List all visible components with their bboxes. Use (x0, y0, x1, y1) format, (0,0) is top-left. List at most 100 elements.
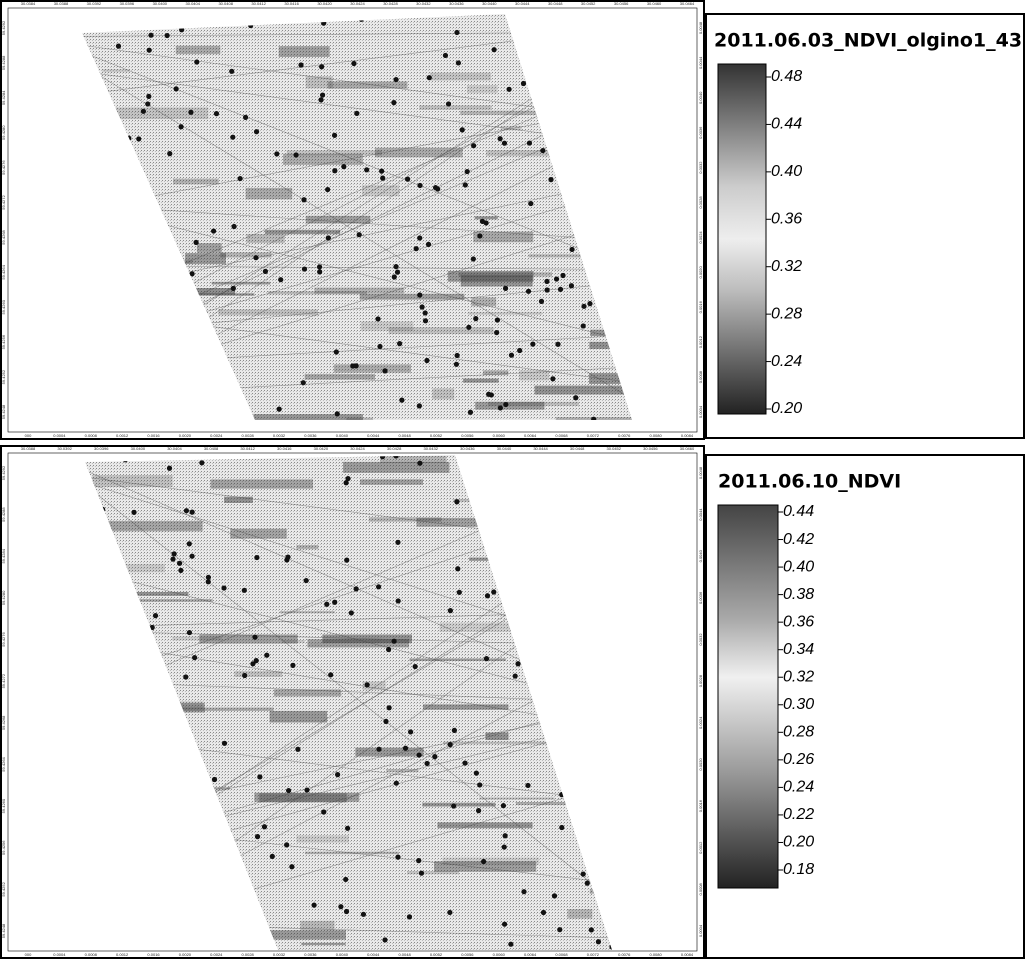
sample-point (379, 168, 385, 174)
color-ramp (717, 63, 767, 415)
axis-tick-label: 30.0448 (570, 446, 585, 451)
axis-tick-label: 0.0016 (698, 300, 703, 313)
sample-point (325, 235, 331, 241)
sample-point (462, 182, 468, 188)
axis-tick-label: 59.4272 (1, 195, 6, 210)
legend-title: 2011.06.03_NDVI_olgino1_4326 (714, 30, 1025, 52)
axis-tick-label: 0.0040 (336, 952, 349, 957)
axis-tick-label: 0.0060 (493, 433, 506, 438)
legend-label: 0.32 (783, 668, 814, 685)
sample-point (413, 246, 419, 252)
raster-streak (362, 681, 386, 691)
sample-point (395, 539, 401, 545)
sample-point (515, 661, 521, 667)
raster-streak (234, 671, 283, 677)
axis-tick-label: 0.0040 (698, 549, 703, 562)
axis-tick-label: 30.0444 (533, 446, 548, 451)
sample-point (526, 140, 533, 146)
axis-tick-label: 0.0072 (587, 433, 600, 438)
sample-point (230, 134, 236, 140)
sample-point (508, 352, 515, 358)
axis-tick-label: 0.0044 (367, 952, 380, 957)
sample-point (146, 93, 152, 99)
sample-point (341, 163, 347, 170)
raster-streak (355, 747, 424, 757)
sample-point (422, 318, 429, 324)
axis-tick-label: 0.0068 (555, 433, 568, 438)
sample-point (353, 586, 359, 592)
sample-point (417, 235, 423, 241)
sample-point (242, 114, 249, 120)
sample-point (328, 672, 334, 678)
axis-tick-label: 0.0028 (242, 952, 255, 957)
axis-tick-label: 000 (25, 433, 32, 438)
sample-point (136, 136, 142, 142)
axis-tick-label: 0.0076 (618, 433, 631, 438)
axis-tick-label: 0.0084 (681, 952, 694, 957)
legend-label: 0.28 (771, 305, 802, 322)
raster-streak (108, 591, 189, 596)
axis-tick-label: 0.0008 (698, 882, 703, 895)
axis-tick-label: 30.0456 (643, 446, 658, 451)
axis-tick-label: 0.0032 (273, 433, 286, 438)
axis-tick-label: 0.0048 (398, 952, 411, 957)
sample-point (393, 76, 399, 83)
axis-tick-label: 0.0008 (698, 370, 703, 383)
sample-point (559, 824, 565, 831)
axis-tick-label: 30.0416 (284, 1, 299, 6)
sample-point (178, 124, 184, 130)
sample-point (551, 893, 558, 899)
sample-point (451, 803, 457, 809)
sample-point (189, 553, 195, 559)
sample-point (278, 277, 284, 283)
sample-point (555, 341, 561, 347)
raster-streak (286, 150, 383, 156)
sample-point (351, 60, 357, 67)
raster-streak (368, 517, 442, 522)
sample-point (483, 656, 490, 662)
raster-streak (422, 802, 496, 807)
sample-point (528, 200, 534, 207)
raster-streak (245, 187, 293, 200)
sample-point (553, 276, 560, 282)
sample-point (580, 871, 586, 877)
axis-tick-label: 59.4276 (1, 160, 6, 175)
axis-tick-label: 0.0052 (430, 952, 443, 957)
sample-point (338, 904, 344, 910)
ndvi-raster (82, 14, 632, 420)
raster-streak (166, 707, 274, 712)
axis-tick-label: 0.0080 (650, 433, 663, 438)
axis-tick-label: 59.4280 (1, 590, 6, 605)
legend-label: 0.18 (783, 861, 814, 878)
axis-tick-label: 30.0392 (57, 446, 72, 451)
sample-point (557, 286, 564, 292)
sample-point (301, 266, 308, 272)
sample-point (497, 136, 503, 142)
sample-point (290, 662, 296, 668)
raster-streak (327, 81, 408, 89)
axis-tick-label: 30.0388 (54, 1, 69, 6)
raster-streak (105, 520, 203, 532)
axis-tick-label: 0.0044 (698, 56, 703, 69)
axis-tick-label: 0.0032 (273, 952, 286, 957)
sample-point (455, 566, 461, 572)
legend-label: 0.20 (771, 400, 802, 417)
axis-tick-label: 000 (25, 952, 32, 957)
sample-point (506, 86, 512, 92)
raster-streak (102, 69, 130, 73)
legend-label: 0.42 (783, 531, 814, 548)
sample-point (491, 589, 497, 595)
sample-point (382, 937, 388, 943)
sample-point (335, 772, 341, 778)
sample-point (451, 727, 457, 733)
sample-point (360, 911, 367, 917)
raster-streak (296, 835, 349, 843)
sample-point (145, 101, 151, 107)
axis-tick-label: 30.0440 (497, 446, 512, 451)
sample-point (454, 352, 460, 359)
sample-point (276, 406, 282, 412)
raster-streak (279, 611, 335, 614)
sample-point (530, 341, 536, 347)
sample-point (303, 577, 309, 584)
sample-point (375, 316, 381, 322)
